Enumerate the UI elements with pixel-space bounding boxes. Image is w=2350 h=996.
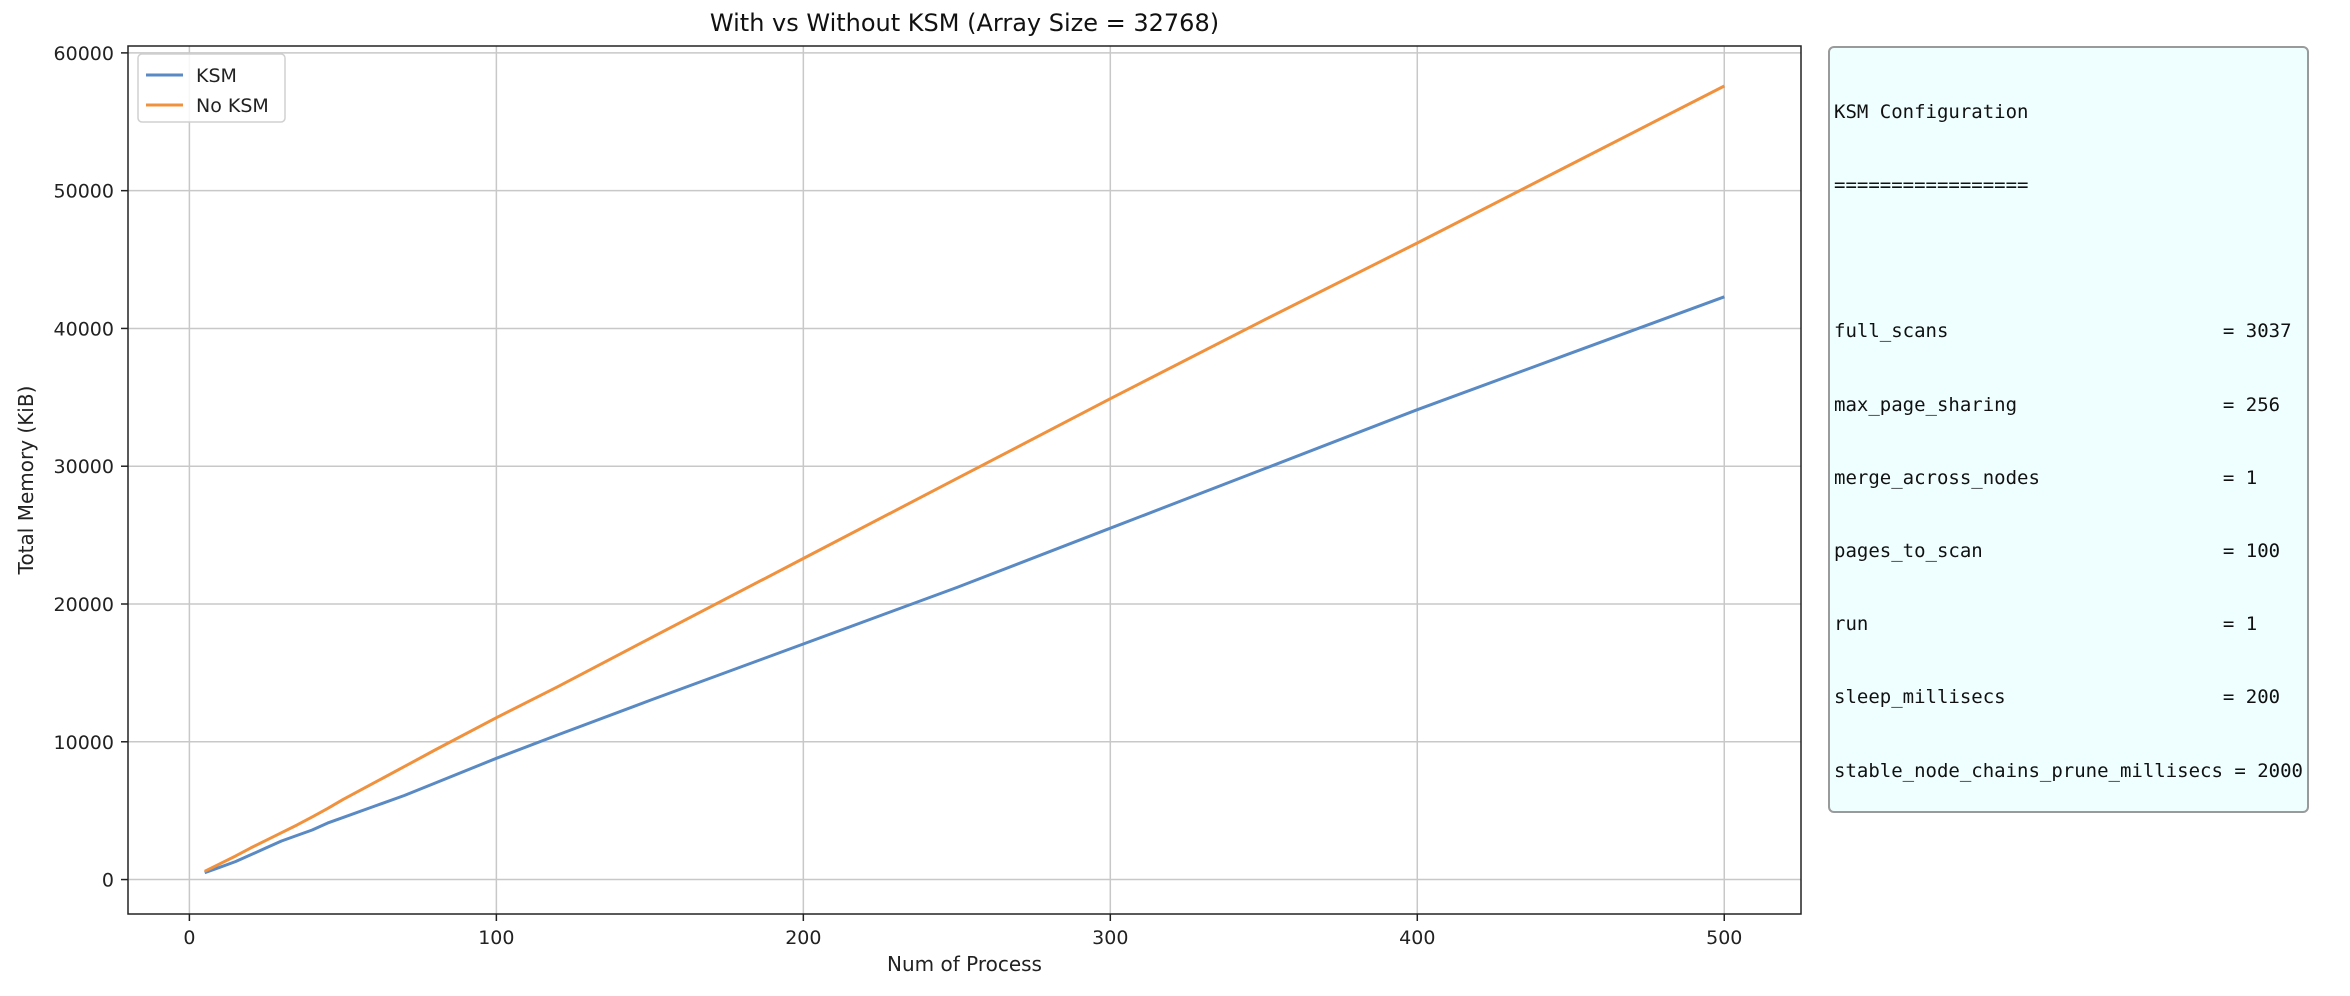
x-tick-label: 200: [785, 927, 821, 949]
x-axis-label: Num of Process: [887, 952, 1042, 976]
y-tick-label: 60000: [54, 43, 114, 65]
config-line: sleep_millisecs = 200: [1834, 686, 2281, 709]
series-line-no-ksm: [204, 84, 1725, 873]
x-tick-label: 0: [183, 927, 195, 949]
config-line: max_page_sharing = 256: [1834, 393, 2281, 416]
config-line: run = 1: [1834, 613, 2258, 636]
legend: KSM No KSM: [137, 53, 286, 123]
x-tick-label: 500: [1706, 927, 1742, 949]
series-line-ksm: [204, 295, 1725, 875]
series-lines: [204, 84, 1725, 875]
legend-label: KSM: [196, 65, 237, 87]
y-axis-label: Total Memory (KiB): [14, 386, 38, 576]
y-tick-label: 10000: [54, 732, 114, 754]
x-tick-label: 400: [1399, 927, 1435, 949]
grid: [128, 46, 1801, 914]
plot-frame: [127, 45, 1802, 915]
y-tick-label: 30000: [54, 456, 114, 478]
y-tick-label: 20000: [54, 594, 114, 616]
axis-ticks: 0 100 200 300 400 500 0 10000 20000 30000 40000 500…: [54, 43, 1743, 949]
config-title: KSM Configuration: [1834, 100, 2029, 123]
legend-label: No KSM: [196, 95, 269, 117]
config-line: stable_node_chains_prune_millisecs = 200…: [1834, 759, 2303, 782]
y-tick-label: 50000: [54, 181, 114, 203]
x-tick-label: 100: [478, 927, 514, 949]
chart-title: With vs Without KSM (Array Size = 32768): [710, 9, 1219, 37]
y-tick-label: 40000: [54, 318, 114, 340]
line-chart: 0 100 200 300 400 500 0 10000 20000 30000 40000 500…: [14, 9, 1802, 976]
config-line: full_scans = 3037: [1834, 320, 2292, 343]
x-tick-label: 300: [1092, 927, 1128, 949]
config-line: pages_to_scan = 100: [1834, 540, 2281, 563]
config-spacer: [1834, 246, 2303, 270]
ksm-config-box: KSM Configuration ================= full…: [1828, 46, 2309, 814]
y-tick-label: 0: [102, 870, 114, 892]
config-line: merge_across_nodes = 1: [1834, 466, 2258, 489]
config-separator: =================: [1834, 174, 2029, 197]
